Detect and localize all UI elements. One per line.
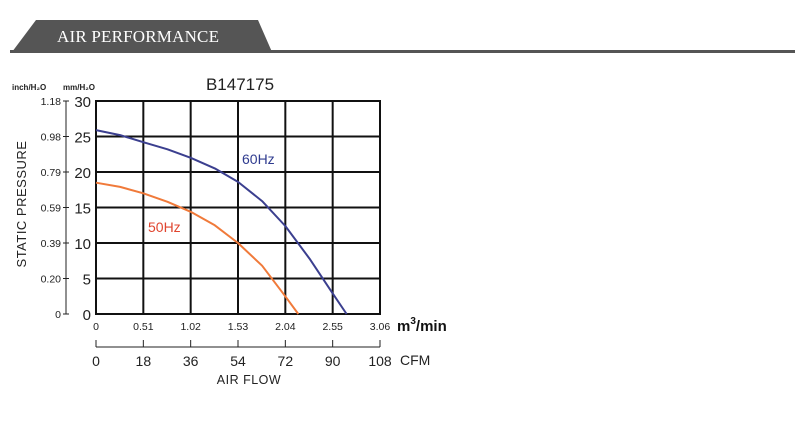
series-line-50hz bbox=[95, 181, 300, 315]
y-tick-label-mm: 25 bbox=[74, 130, 91, 147]
x-tick-label-m3min: 3.06 bbox=[370, 321, 391, 333]
x-tick-label-m3min: 1.02 bbox=[180, 321, 201, 333]
section-header: AIR PERFORMANCE bbox=[10, 20, 795, 53]
y-tick-label-inch: 0.20 bbox=[41, 274, 62, 286]
x-tick-label-cfm: 18 bbox=[136, 353, 152, 369]
y-tick-label-inch: 0 bbox=[55, 309, 61, 321]
header-rule bbox=[10, 50, 795, 53]
x-axis-title: AIR FLOW bbox=[217, 373, 281, 387]
y-tick-label-mm: 0 bbox=[83, 307, 91, 324]
x-tick-label-cfm: 90 bbox=[325, 353, 341, 369]
axis-labels: B147175 inch/H₂O mm/H₂O STATIC PRESSURE … bbox=[12, 75, 447, 387]
x-unit-cfm: CFM bbox=[400, 352, 430, 368]
x-tick-label-m3min: 2.55 bbox=[322, 321, 343, 333]
y-tick-label-inch: 0.79 bbox=[41, 167, 62, 179]
x-tick-label-cfm: 108 bbox=[368, 353, 392, 369]
y-axis-title: STATIC PRESSURE bbox=[14, 141, 29, 268]
series-labels: 60Hz 50Hz bbox=[148, 151, 275, 235]
y-unit-mm: mm/H₂O bbox=[63, 83, 95, 92]
y-tick-label-inch: 0.59 bbox=[41, 203, 62, 215]
chart-title: B147175 bbox=[206, 75, 274, 94]
series-line-60hz bbox=[95, 129, 348, 315]
y-tick-label-inch: 0.39 bbox=[41, 238, 62, 250]
series-label-50hz: 50Hz bbox=[148, 219, 181, 235]
y-unit-inch: inch/H₂O bbox=[12, 83, 46, 92]
y-tick-label-mm: 20 bbox=[74, 165, 91, 182]
x-tick-label-cfm: 0 bbox=[92, 353, 100, 369]
x-tick-label-m3min: 2.04 bbox=[275, 321, 296, 333]
plot-curves bbox=[95, 129, 348, 315]
x-tick-label-m3min: 0.51 bbox=[133, 321, 154, 333]
y-tick-label-mm: 30 bbox=[74, 94, 91, 111]
y-tick-label-inch: 1.18 bbox=[41, 96, 62, 108]
section-title: AIR PERFORMANCE bbox=[57, 27, 219, 46]
header-tab bbox=[12, 20, 272, 52]
x-tick-label-cfm: 54 bbox=[230, 353, 246, 369]
x-tick-label-cfm: 72 bbox=[278, 353, 294, 369]
series-label-60hz: 60Hz bbox=[242, 151, 275, 167]
x-unit-m3min: m3/min bbox=[397, 316, 447, 335]
x-tick-label-cfm: 36 bbox=[183, 353, 199, 369]
x-tick-label-m3min: 1.53 bbox=[228, 321, 249, 333]
y-tick-label-mm: 5 bbox=[83, 272, 91, 289]
plot-grid bbox=[95, 100, 381, 315]
y-tick-label-mm: 10 bbox=[74, 236, 91, 253]
x-tick-label-m3min: 0 bbox=[93, 321, 99, 333]
y-tick-label-mm: 15 bbox=[74, 201, 91, 218]
y-tick-label-inch: 0.98 bbox=[41, 132, 62, 144]
